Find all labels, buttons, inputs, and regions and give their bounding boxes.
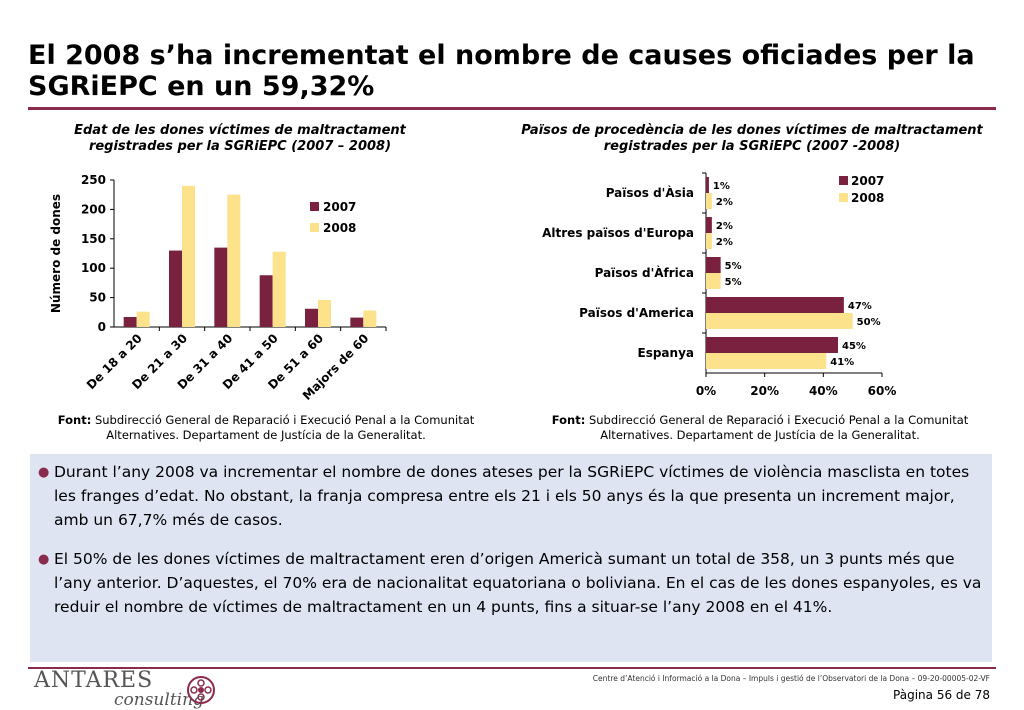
- bar-2008: [706, 193, 712, 209]
- age-chart-source: Font: Subdirecció General de Reparació i…: [28, 413, 504, 443]
- x-tick-label: 20%: [750, 384, 779, 398]
- legend-swatch-2008: [310, 223, 319, 232]
- x-tick-label: 40%: [809, 384, 838, 398]
- antares-logo: ANTARES consulting: [34, 670, 204, 710]
- bullet-icon: ●: [38, 465, 50, 480]
- bar-2007: [706, 297, 844, 313]
- data-label: 47%: [848, 301, 872, 312]
- bar-2008: [318, 299, 331, 327]
- y-tick-label: Espanya: [638, 346, 695, 360]
- footer-divider: [28, 667, 996, 669]
- y-tick-label: Països d'Àsia: [606, 185, 694, 200]
- bar-2007: [169, 250, 182, 327]
- bar-2008: [182, 185, 195, 327]
- y-tick-label: Altres països d'Europa: [542, 226, 694, 240]
- data-label: 41%: [830, 357, 854, 368]
- bar-2008: [136, 311, 150, 327]
- origin-chart-title: Països de procedència de les dones vícti…: [521, 123, 983, 154]
- logo-flower-icon: [187, 676, 215, 704]
- age-chart-title: Edat de les dones víctimes de maltractam…: [74, 123, 406, 154]
- y-tick-label: 250: [81, 173, 106, 187]
- y-tick-label: 200: [81, 202, 106, 216]
- data-label: 5%: [725, 277, 742, 288]
- legend-swatch-2007: [839, 176, 848, 185]
- data-label: 1%: [713, 181, 730, 192]
- source-text: Subdirecció General de Reparació i Execu…: [588, 413, 969, 442]
- y-tick-label: 50: [89, 291, 106, 305]
- x-tick-label: 0%: [696, 384, 716, 398]
- legend-swatch-2007: [310, 202, 319, 211]
- bar-2008: [272, 251, 286, 327]
- y-tick-label: Països d'America: [579, 306, 694, 320]
- bar-2008: [706, 273, 721, 289]
- data-label: 2%: [716, 197, 733, 208]
- data-label: 2%: [716, 221, 733, 232]
- bar-2007: [214, 247, 228, 327]
- legend-label: 2007: [323, 200, 356, 214]
- bar-2007: [259, 275, 273, 327]
- bar-2007: [123, 317, 137, 327]
- y-tick-label: 100: [81, 261, 106, 275]
- bullet-item: ● El 50% de les dones víctimes de maltra…: [38, 547, 982, 619]
- bar-2007: [305, 308, 318, 327]
- legend-swatch-2008: [839, 193, 848, 202]
- data-label: 5%: [725, 261, 742, 272]
- footer-text: Centre d’Atenció i Informació a la Dona …: [592, 674, 990, 683]
- bullet-icon: ●: [38, 552, 50, 567]
- source-text: Subdirecció General de Reparació i Execu…: [94, 413, 475, 442]
- data-label: 2%: [716, 237, 733, 248]
- bullet-text: Durant l’any 2008 va incrementar el nomb…: [54, 463, 970, 529]
- y-tick-label: 150: [81, 232, 106, 246]
- legend-label: 2007: [851, 174, 884, 188]
- y-tick-label: 0: [98, 320, 106, 334]
- bar-2008: [706, 233, 712, 249]
- bar-2008: [227, 194, 241, 327]
- source-label: Font:: [57, 413, 92, 427]
- title-divider: [28, 107, 996, 110]
- bullet-item: ● Durant l’any 2008 va incrementar el no…: [38, 460, 982, 532]
- bar-2007: [706, 217, 712, 233]
- bar-2008: [706, 353, 827, 369]
- bar-2007: [706, 257, 721, 273]
- bar-2007: [706, 337, 838, 353]
- bar-2008: [706, 313, 853, 329]
- bullet-text: El 50% de les dones víctimes de maltract…: [54, 550, 982, 616]
- data-label: 50%: [857, 317, 881, 328]
- page-number: Pàgina 56 de 78: [893, 688, 990, 702]
- slide-title: El 2008 s’ha incrementat el nombre de ca…: [28, 40, 975, 102]
- y-axis-label: Número de dones: [49, 194, 63, 313]
- bar-2007: [350, 317, 364, 327]
- origin-bar-chart: 0% 20% 40% 60% Països d'Àsia 1% 2% Altres païso…: [542, 172, 897, 398]
- logo-sub: consulting: [114, 690, 204, 710]
- bar-2008: [363, 310, 377, 327]
- y-tick-label: Països d'Àfrica: [595, 265, 694, 280]
- bar-2007: [706, 177, 709, 193]
- data-label: 45%: [842, 341, 866, 352]
- source-label: Font:: [551, 413, 586, 427]
- legend-label: 2008: [323, 221, 356, 235]
- logo-brand: ANTARES: [34, 668, 154, 693]
- summary-panel: ● Durant l’any 2008 va incrementar el no…: [30, 454, 992, 662]
- x-tick-label: 60%: [868, 384, 897, 398]
- legend-label: 2008: [851, 191, 884, 205]
- origin-chart-source: Font: Subdirecció General de Reparació i…: [518, 413, 1002, 443]
